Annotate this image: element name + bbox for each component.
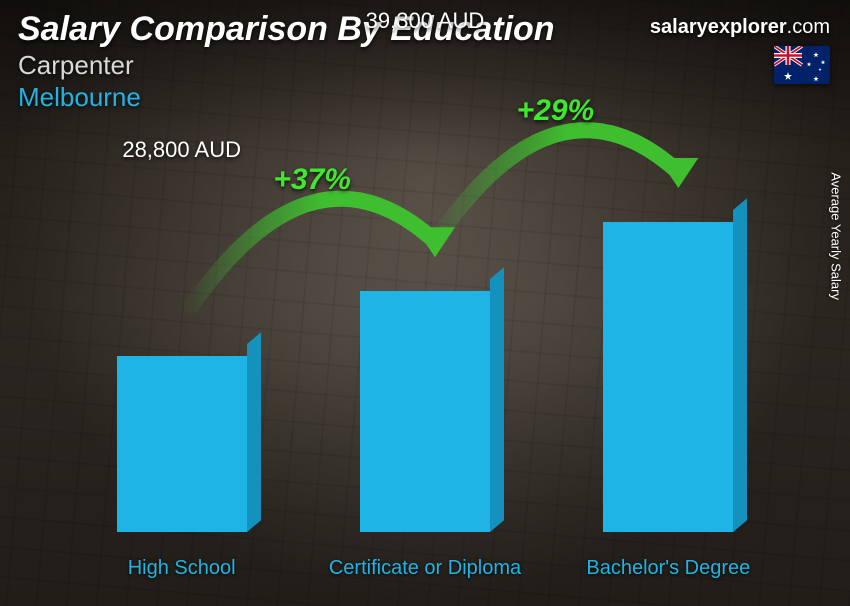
bar-chart: 28,800 AUDHigh School39,300 AUDCertifica… [60,120,790,586]
subtitle-profession: Carpenter [18,50,134,81]
bar-value: 28,800 AUD [122,137,241,163]
y-axis-label: Average Yearly Salary [829,172,844,300]
bar-value: 39,300 AUD [366,8,485,34]
branding-domain: .com [787,16,830,38]
branding-name: salaryexplorer [650,16,787,38]
bar-category-label: Bachelor's Degree [568,557,768,580]
bar-category-label: High School [82,557,282,580]
flag-icon [774,46,830,84]
bar: 50,600 AUDBachelor's Degree [588,222,748,532]
bar: 39,300 AUDCertificate or Diploma [345,291,505,532]
bar-category-label: Certificate or Diploma [325,557,525,580]
bar: 28,800 AUDHigh School [102,356,262,532]
subtitle-location: Melbourne [18,82,141,113]
increase-label: +37% [273,163,351,197]
content: Salary Comparison By Education Carpenter… [0,0,850,606]
branding: salaryexplorer.com [650,16,830,39]
increase-label: +29% [517,94,595,128]
